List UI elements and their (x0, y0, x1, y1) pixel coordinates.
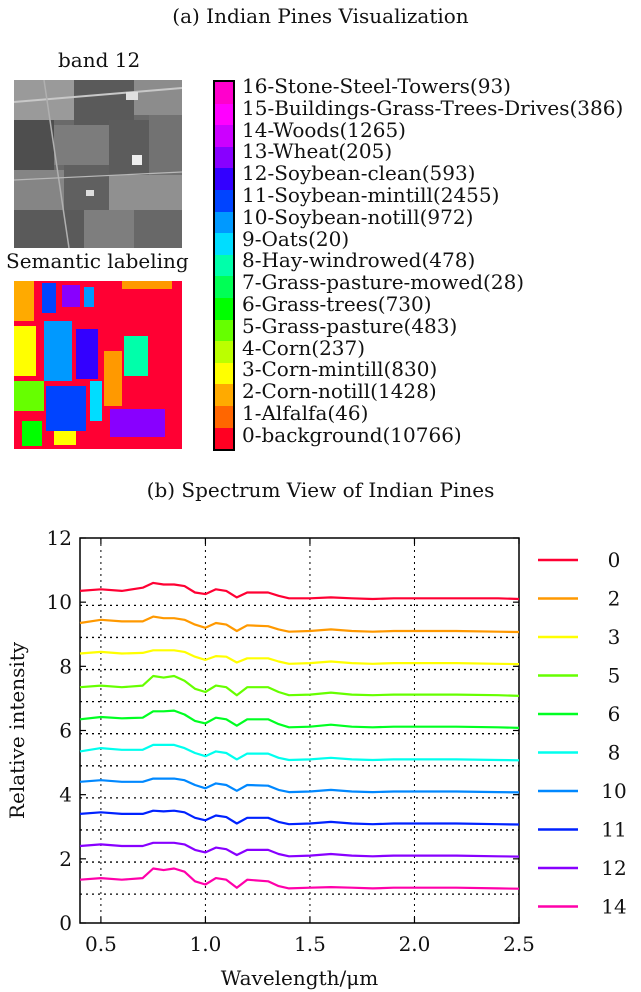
class-legend-item: 1-Alfalfa(46) (242, 400, 369, 425)
legend-label-3: 3 (608, 625, 621, 649)
band-image-title: band 12 (58, 48, 141, 72)
colorbar-swatch (215, 297, 234, 321)
series-line-0 (79, 581, 520, 601)
class-legend-item: 3-Corn-mintill(830) (242, 357, 438, 382)
legend-label-6: 6 (608, 702, 621, 726)
colorbar-swatch (215, 82, 234, 105)
y-tick-label: 10 (47, 590, 72, 614)
colorbar-swatch (215, 254, 234, 277)
class-legend-item: 2-Corn-notill(1428) (242, 379, 437, 404)
class-legend-item: 4-Corn(237) (242, 335, 366, 360)
class-legend-item: 12-Soybean-clean(593) (242, 161, 476, 186)
colorbar-swatch (215, 427, 234, 450)
y-axis-label: Relative intensity (5, 641, 29, 819)
class-colorbar (213, 80, 235, 451)
legend-label-5: 5 (608, 664, 621, 688)
colorbar-swatch (215, 103, 234, 126)
colorbar-swatch (215, 362, 234, 385)
legend-label-0: 0 (608, 548, 621, 572)
colorbar-swatch (215, 189, 234, 213)
series-line-2 (79, 615, 520, 634)
colorbar-swatch (215, 405, 234, 429)
x-tick-label: 2.5 (503, 932, 535, 956)
legend-label-12: 12 (601, 856, 626, 880)
colorbar-swatch (215, 276, 234, 299)
class-legend-item: 14-Woods(1265) (242, 117, 406, 142)
y-tick-label: 2 (59, 847, 72, 871)
caption-b: (b) Spectrum View of Indian Pines (146, 478, 495, 502)
y-tick-label: 4 (59, 783, 72, 807)
series-line-12 (79, 841, 520, 858)
x-tick-label: 1.0 (190, 932, 222, 956)
x-tick-label: 1.5 (294, 932, 326, 956)
class-legend-list: 16-Stone-Steel-Towers(93) 15-Buildings-Gr… (242, 74, 637, 447)
class-legend-item: 10-Soybean-notill(972) (242, 204, 474, 229)
plot-frame (79, 537, 520, 924)
class-legend-item: 9-Oats(20) (242, 226, 350, 251)
class-legend-item: 15-Buildings-Grass-Trees-Drives(386) (242, 95, 624, 120)
y-tick-label: 6 (59, 719, 72, 743)
series-line-5 (79, 674, 520, 697)
colorbar-swatch (215, 233, 234, 256)
series-line-6 (79, 709, 520, 729)
series-line-14 (79, 867, 520, 890)
y-tick-label: 8 (59, 654, 72, 678)
band-12-image (14, 80, 182, 248)
y-tick-label: 12 (47, 526, 72, 550)
y-tick-label: 0 (59, 911, 72, 935)
colorbar-swatch (215, 125, 234, 148)
series-line-8 (79, 743, 520, 762)
colorbar-swatch (215, 146, 234, 169)
class-legend-item: 11-Soybean-mintill(2455) (242, 182, 500, 207)
x-tick-label: 2.0 (399, 932, 431, 956)
semantic-labeling-image (14, 281, 182, 449)
class-legend-item: 7-Grass-pasture-mowed(28) (242, 270, 525, 295)
spectrum-chart: 0.5 1.0 1.5 2.0 2.5 0 2 4 6 8 10 12 Wavelength/μm Rel… (5, 526, 627, 990)
legend-label-10: 10 (601, 779, 626, 803)
colorbar-swatch (215, 384, 234, 407)
semantic-labeling-title: Semantic labeling (6, 249, 189, 273)
class-legend-item: 5-Grass-pasture(483) (242, 313, 458, 338)
class-legend-item: 6-Grass-trees(730) (242, 291, 432, 316)
x-axis-label: Wavelength/μm (221, 966, 378, 990)
series-line-11 (79, 809, 520, 826)
class-legend-item: 8-Hay-windrowed(478) (242, 248, 476, 273)
colorbar-swatch (215, 211, 234, 234)
colorbar-swatch (215, 168, 234, 191)
caption-a: (a) Indian Pines Visualization (172, 4, 469, 28)
colorbar-swatch (215, 341, 234, 364)
legend-label-14: 14 (601, 895, 626, 919)
series-line-3 (79, 649, 520, 666)
class-legend-item: 16-Stone-Steel-Towers(93) (242, 74, 511, 98)
legend-label-8: 8 (608, 741, 621, 765)
legend-label-11: 11 (601, 818, 626, 842)
legend-label-2: 2 (608, 587, 621, 611)
class-legend-item: 13-Wheat(205) (242, 139, 393, 164)
series-line-10 (79, 777, 520, 794)
class-legend-item: 0-background(10766) (242, 422, 462, 447)
colorbar-swatch (215, 319, 234, 342)
x-tick-label: 0.5 (85, 932, 117, 956)
